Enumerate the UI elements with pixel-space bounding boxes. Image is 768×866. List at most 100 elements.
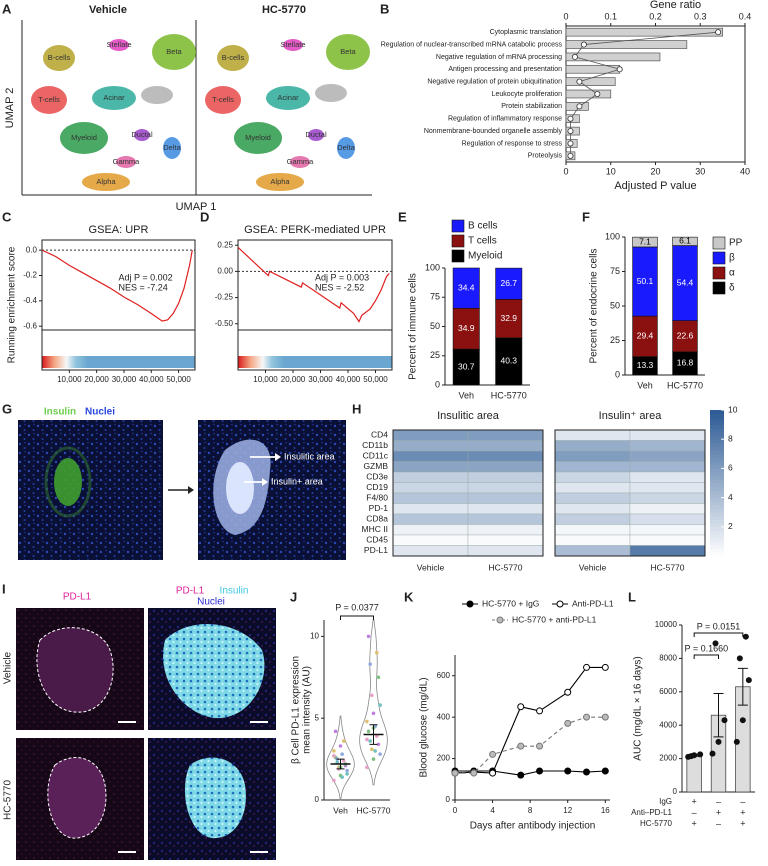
row-label: CD45	[366, 535, 388, 545]
data-point	[745, 677, 752, 684]
data-point	[365, 765, 369, 770]
column-label: Vehicle	[579, 562, 607, 572]
series-marker	[601, 663, 609, 671]
series-line	[454, 666, 606, 774]
colorbar-step	[710, 497, 724, 502]
islet-outline	[47, 757, 107, 839]
data-point	[332, 778, 336, 783]
heat-cell	[629, 492, 706, 504]
legend-swatch	[451, 234, 465, 248]
ratio-point	[571, 53, 578, 60]
heat-cell	[554, 513, 631, 525]
heat-cell	[629, 482, 706, 494]
y-tick-label: 0.25	[217, 240, 233, 249]
legend-label: PP	[729, 238, 743, 249]
value-label: 40.3	[500, 356, 517, 366]
heat-cell	[392, 524, 469, 536]
heat-cell	[554, 440, 631, 452]
umap-cluster	[152, 34, 196, 70]
cluster-label: Stellate	[280, 40, 305, 49]
ratio-point	[567, 140, 574, 147]
bar	[565, 27, 723, 37]
value-label: 29.4	[637, 331, 654, 341]
heat-frame	[554, 429, 706, 557]
row-label: HC-5770	[3, 780, 14, 820]
chart-title: GSEA: PERK-mediated UPR	[244, 224, 386, 236]
umap-cluster	[31, 86, 67, 114]
colorbar-step	[710, 457, 724, 462]
series-line	[455, 770, 606, 776]
colorbar-step	[710, 475, 724, 480]
umap-cluster	[326, 34, 370, 70]
x-tick-label: 0	[453, 806, 458, 815]
colorbar-label: 6	[728, 463, 733, 473]
umap-cluster	[266, 86, 310, 110]
colorbar-step	[710, 431, 724, 437]
category-label: Regulation of inflammatory response	[448, 116, 562, 123]
channel-label: Nuclei	[197, 597, 225, 608]
cluster-label: Myeloid	[71, 133, 97, 142]
data-point	[345, 772, 349, 776]
row-label: CD4	[371, 430, 388, 440]
region-label: Insulitic area	[284, 451, 335, 461]
x-tick-label: HC-5770	[356, 805, 390, 815]
x-tick-label: 10,000	[253, 375, 278, 384]
row-label: F4/80	[366, 493, 388, 503]
x2-tick-label: 0.2	[649, 11, 662, 21]
data-point	[365, 737, 369, 742]
infiltrate	[44, 446, 92, 518]
x-tick-label: 40,000	[336, 375, 361, 384]
value-label: 34.9	[458, 323, 475, 333]
heat-cell	[629, 471, 706, 483]
data-point	[712, 640, 719, 647]
x-tick-label: 20,000	[281, 375, 306, 384]
x-axis-label: Adjusted P value	[614, 180, 696, 192]
error-bar	[713, 692, 724, 738]
group-title: Insulitic area	[437, 410, 500, 422]
value-label: 34.4	[458, 282, 475, 292]
y-tick-label: 0	[673, 787, 678, 796]
panel-letter: C	[2, 209, 12, 224]
heat-cell	[392, 482, 469, 494]
panel-letter: L	[628, 589, 636, 604]
umap-cluster	[134, 129, 150, 141]
cluster-label: B-cells	[222, 53, 245, 62]
heat-cell	[629, 534, 706, 546]
heat-cell	[467, 471, 544, 483]
cluster-label: T-cells	[212, 95, 234, 104]
row-label: CD3e	[366, 472, 388, 482]
ratio-point	[567, 152, 574, 159]
umap-x-label: UMAP 1	[176, 201, 217, 213]
value-label: 16.8	[677, 358, 694, 368]
series-marker	[583, 713, 591, 721]
bar	[565, 52, 661, 62]
condition-sign: +	[716, 807, 721, 817]
umap-cluster	[283, 39, 303, 51]
colorbar-step	[710, 537, 724, 542]
colorbar-step	[710, 410, 724, 415]
y-axis-label: Percent of endocrine cells	[589, 248, 600, 363]
ratio-point	[576, 78, 583, 85]
cluster-label: Myeloid	[245, 133, 271, 142]
series-marker	[489, 750, 497, 758]
heat-cell	[467, 492, 544, 504]
x-tick-label: 20,000	[84, 375, 109, 384]
y-axis-label: mean intensity (AU)	[302, 666, 313, 754]
data-point	[733, 738, 740, 745]
value-label: 6.1	[679, 236, 691, 246]
y-tick-label: 25	[610, 335, 620, 345]
heat-cell	[554, 450, 631, 462]
umap-cluster	[308, 129, 324, 141]
heat-cell	[554, 461, 631, 473]
panel-letter: I	[2, 581, 6, 596]
data-point	[338, 744, 343, 748]
heat-cell	[392, 545, 469, 557]
ratio-point	[576, 103, 583, 110]
cluster-label: Acinar	[277, 93, 299, 102]
data-point	[332, 749, 336, 753]
heat-cell	[629, 450, 706, 462]
cluster-label: Gamma	[113, 157, 141, 166]
bracket	[340, 615, 374, 620]
colorbar-label: 8	[728, 433, 733, 443]
x2-axis-label: Gene ratio	[650, 0, 701, 11]
